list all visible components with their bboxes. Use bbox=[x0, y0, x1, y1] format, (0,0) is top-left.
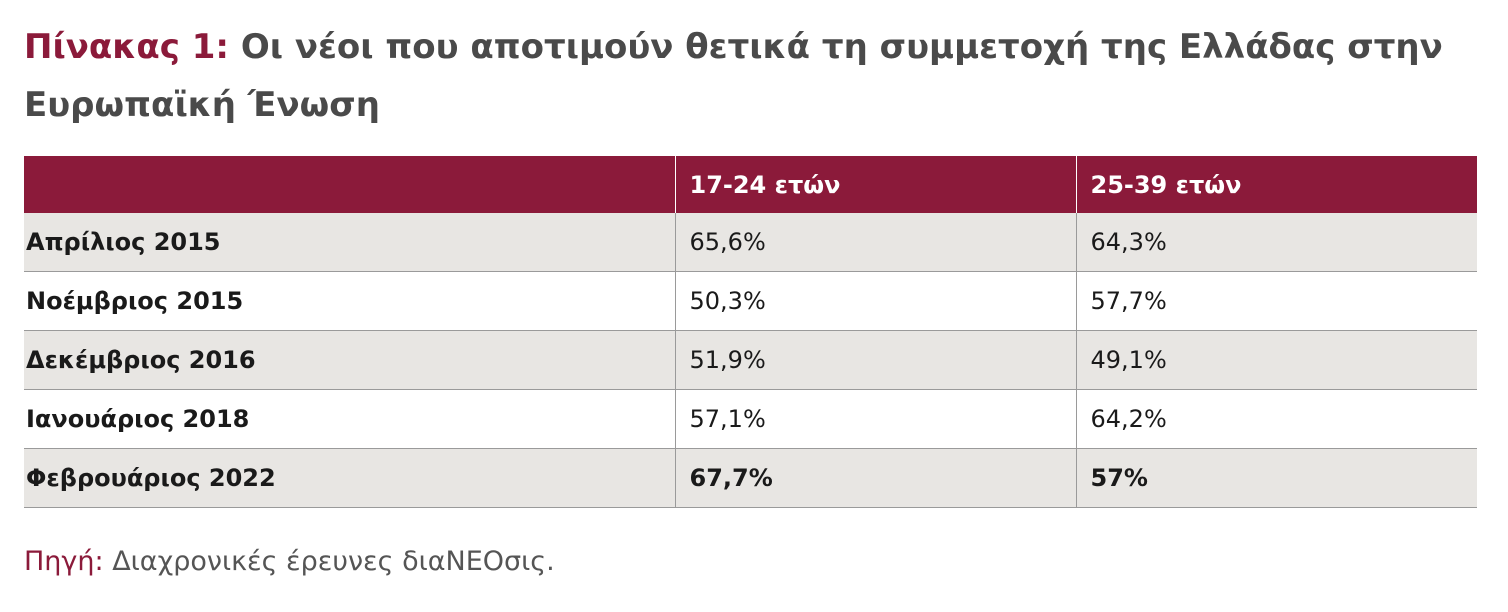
row-label: Νοέμβριος 2015 bbox=[24, 271, 675, 331]
source-note: Πηγή: Διαχρονικές έρευνες διαNEOσις. bbox=[24, 546, 555, 577]
table-row: Νοέμβριος 2015 50,3% 57,7% bbox=[24, 271, 1477, 331]
cell-25-39: 64,2% bbox=[1075, 389, 1477, 449]
row-label: Απρίλιος 2015 bbox=[24, 213, 675, 272]
table-header-row: 17-24 ετών 25-39 ετών bbox=[24, 156, 1477, 213]
row-label: Δεκέμβριος 2016 bbox=[24, 330, 675, 390]
row-label: Ιανουάριος 2018 bbox=[24, 389, 675, 449]
table-row: Απρίλιος 2015 65,6% 64,3% bbox=[24, 213, 1477, 272]
cell-17-24: 65,6% bbox=[674, 213, 1076, 272]
cell-25-39: 64,3% bbox=[1075, 213, 1477, 272]
table-row: Δεκέμβριος 2016 51,9% 49,1% bbox=[24, 330, 1477, 390]
cell-25-39: 57,7% bbox=[1075, 271, 1477, 331]
cell-25-39: 57% bbox=[1075, 448, 1477, 508]
page-title: Πίνακας 1: Οι νέοι που αποτιμούν θετικά … bbox=[24, 18, 1484, 134]
cell-25-39: 49,1% bbox=[1075, 330, 1477, 390]
row-label: Φεβρουάριος 2022 bbox=[24, 448, 675, 508]
table-number-label: Πίνακας 1: bbox=[24, 27, 229, 67]
cell-17-24: 57,1% bbox=[674, 389, 1076, 449]
source-text: Διαχρονικές έρευνες διαNEOσις. bbox=[112, 546, 555, 577]
data-table: 17-24 ετών 25-39 ετών Απρίλιος 2015 65,6… bbox=[24, 156, 1477, 508]
table-row: Φεβρουάριος 2022 67,7% 57% bbox=[24, 448, 1477, 508]
source-label: Πηγή: bbox=[24, 546, 104, 577]
column-header-25-39: 25-39 ετών bbox=[1075, 156, 1477, 213]
cell-17-24: 50,3% bbox=[674, 271, 1076, 331]
column-header-17-24: 17-24 ετών bbox=[674, 156, 1076, 213]
cell-17-24: 67,7% bbox=[674, 448, 1076, 508]
table-row: Ιανουάριος 2018 57,1% 64,2% bbox=[24, 389, 1477, 449]
column-header-period bbox=[24, 156, 675, 213]
cell-17-24: 51,9% bbox=[674, 330, 1076, 390]
title-text: Οι νέοι που αποτιμούν θετικά τη συμμετοχ… bbox=[24, 27, 1443, 125]
